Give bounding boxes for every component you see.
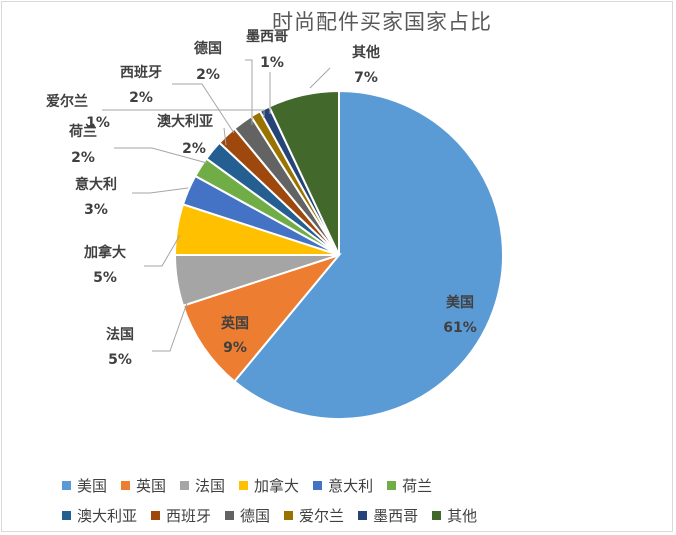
- legend-item: 其他: [432, 505, 477, 526]
- legend-swatch: [358, 510, 368, 520]
- legend-swatch: [432, 510, 442, 520]
- legend-label: 荷兰: [402, 476, 433, 495]
- pie-slice-11: [267, 89, 340, 256]
- legend-label: 澳大利亚: [77, 506, 138, 525]
- slice-percent-label-8: 2%: [196, 67, 220, 83]
- slice-percent-label-6: 2%: [182, 141, 206, 157]
- pie-slice-0: [233, 89, 504, 420]
- legend-swatch: [121, 480, 131, 490]
- slice-name-label-11: 其他: [352, 44, 380, 61]
- slice-name-label-3: 加拿大: [83, 244, 126, 261]
- legend-swatch: [151, 510, 161, 520]
- legend-row-0: 美国 英国 法国 加拿大 意大利 荷兰: [62, 470, 622, 500]
- legend-item: 墨西哥: [358, 505, 418, 526]
- slice-percent-label-4: 3%: [84, 202, 108, 218]
- legend-label: 其他: [447, 506, 478, 525]
- legend-swatch: [180, 480, 190, 490]
- legend-label: 西班牙: [166, 506, 212, 525]
- slice-percent-label-2: 5%: [108, 352, 132, 368]
- legend-swatch: [387, 480, 397, 490]
- legend-swatch: [284, 510, 294, 520]
- legend-label: 法国: [195, 476, 226, 495]
- legend-item: 德国: [225, 505, 270, 526]
- leader-line-8: [245, 59, 253, 125]
- legend-item: 意大利: [313, 475, 373, 496]
- legend-item: 澳大利亚: [62, 505, 137, 526]
- legend-item: 美国: [62, 475, 107, 496]
- slice-name-label-0: 美国: [446, 294, 474, 311]
- legend-label: 爱尔兰: [299, 506, 345, 525]
- slice-name-label-1: 英国: [220, 315, 249, 332]
- legend-swatch: [62, 510, 71, 520]
- slice-percent-label-0: 61%: [443, 320, 477, 336]
- slice-percent-label-5: 2%: [71, 150, 95, 166]
- legend-label: 英国: [136, 476, 167, 495]
- legend-label: 加拿大: [254, 476, 300, 495]
- slice-name-label-7: 西班牙: [120, 64, 162, 81]
- legend-swatch: [62, 480, 71, 490]
- slice-name-label-8: 德国: [194, 40, 222, 57]
- leader-line-6: [223, 127, 227, 146]
- leader-line-11: [309, 67, 331, 89]
- legend-label: 美国: [77, 476, 108, 495]
- leader-line-5: [114, 147, 208, 164]
- legend-item: 荷兰: [387, 475, 432, 496]
- slice-name-label-5: 荷兰: [68, 123, 97, 140]
- slice-percent-label-9: 1%: [86, 115, 110, 131]
- legend-item: 法国: [180, 475, 225, 496]
- slice-name-label-6: 澳大利亚: [157, 113, 213, 130]
- legend-swatch: [313, 480, 323, 490]
- leader-line-4: [132, 187, 189, 194]
- slice-percent-label-7: 2%: [129, 90, 153, 106]
- slice-name-label-4: 意大利: [75, 176, 117, 193]
- legend-item: 加拿大: [239, 475, 299, 496]
- legend-item: 英国: [121, 475, 166, 496]
- slice-name-label-2: 法国: [106, 326, 134, 343]
- slice-percent-label-11: 7%: [354, 70, 378, 86]
- slice-percent-label-3: 5%: [93, 270, 117, 286]
- chart-legend: 美国 英国 法国 加拿大 意大利 荷兰澳大利亚 西班牙 德国 爱尔兰 墨西哥 其他: [62, 470, 622, 530]
- slice-percent-label-1: 9%: [223, 340, 247, 356]
- slice-name-label-9: 爱尔兰: [46, 93, 88, 110]
- chart-title: 时尚配件买家国家占比: [272, 10, 492, 34]
- legend-label: 意大利: [328, 476, 374, 495]
- slice-name-label-10: 墨西哥: [246, 29, 288, 45]
- legend-item: 爱尔兰: [284, 505, 344, 526]
- legend-item: 西班牙: [151, 505, 211, 526]
- legend-swatch: [239, 480, 249, 490]
- legend-label: 德国: [240, 506, 271, 525]
- leader-line-2: [152, 302, 188, 352]
- leader-line-3: [144, 234, 181, 267]
- legend-row-1: 澳大利亚 西班牙 德国 爱尔兰 墨西哥 其他: [62, 500, 622, 530]
- pie-slice-1: [181, 252, 342, 383]
- leader-line-7: [172, 83, 235, 134]
- leader-line-9: [102, 109, 265, 118]
- slice-percent-label-10: 1%: [260, 55, 284, 71]
- legend-label: 墨西哥: [373, 506, 419, 525]
- legend-swatch: [225, 510, 235, 520]
